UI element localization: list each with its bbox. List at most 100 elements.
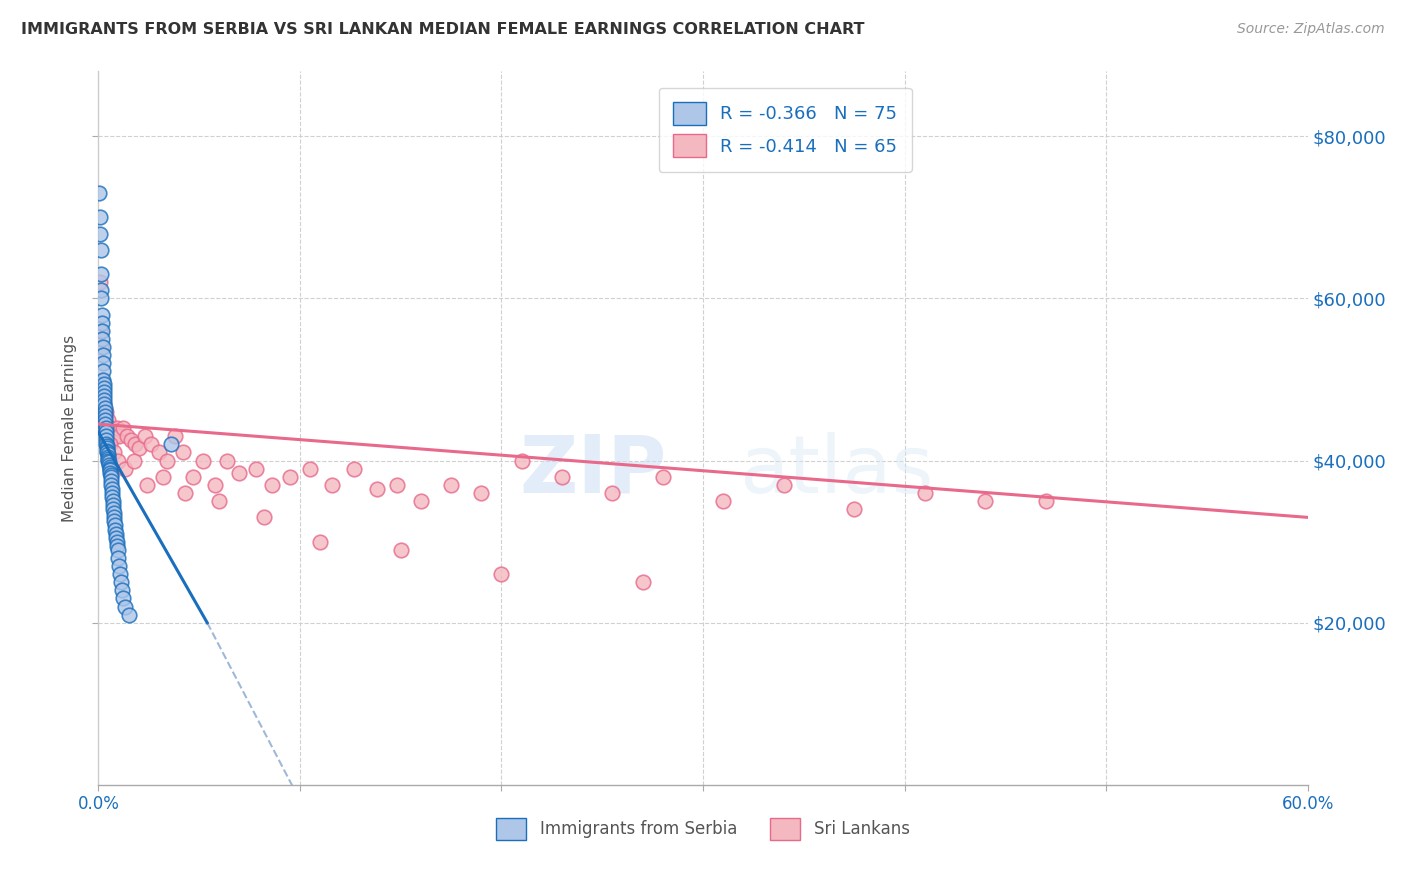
Point bbox=[631, 575, 654, 590]
Point bbox=[103, 515, 125, 529]
Point bbox=[163, 429, 186, 443]
Point bbox=[193, 453, 215, 467]
Point bbox=[551, 470, 574, 484]
Point bbox=[94, 429, 117, 443]
Point bbox=[111, 421, 134, 435]
Point bbox=[91, 372, 114, 386]
Point bbox=[104, 523, 127, 537]
Point bbox=[100, 482, 122, 496]
Point bbox=[98, 463, 121, 477]
Point bbox=[89, 227, 111, 241]
Point bbox=[90, 292, 112, 306]
Point bbox=[651, 470, 673, 484]
Point bbox=[114, 599, 136, 614]
Point bbox=[91, 348, 114, 362]
Point bbox=[844, 502, 866, 516]
Point bbox=[100, 421, 122, 435]
Point bbox=[98, 460, 121, 475]
Point bbox=[228, 466, 250, 480]
Legend: Immigrants from Serbia, Sri Lankans: Immigrants from Serbia, Sri Lankans bbox=[488, 810, 918, 848]
Point bbox=[204, 478, 226, 492]
Point bbox=[103, 445, 125, 459]
Point bbox=[385, 478, 408, 492]
Point bbox=[260, 478, 283, 492]
Point bbox=[366, 482, 388, 496]
Point bbox=[94, 405, 117, 419]
Point bbox=[90, 283, 112, 297]
Point bbox=[253, 510, 276, 524]
Point bbox=[96, 405, 118, 419]
Text: IMMIGRANTS FROM SERBIA VS SRI LANKAN MEDIAN FEMALE EARNINGS CORRELATION CHART: IMMIGRANTS FROM SERBIA VS SRI LANKAN MED… bbox=[21, 22, 865, 37]
Point bbox=[491, 567, 513, 582]
Point bbox=[91, 308, 114, 322]
Point bbox=[98, 458, 121, 472]
Point bbox=[135, 478, 157, 492]
Point bbox=[309, 534, 332, 549]
Point bbox=[108, 567, 131, 582]
Point bbox=[98, 466, 121, 480]
Point bbox=[139, 437, 162, 451]
Point bbox=[174, 486, 197, 500]
Point bbox=[105, 534, 128, 549]
Point bbox=[100, 470, 122, 484]
Point bbox=[89, 324, 111, 338]
Point bbox=[148, 445, 170, 459]
Point bbox=[156, 453, 179, 467]
Point bbox=[914, 486, 936, 500]
Point bbox=[93, 397, 115, 411]
Point bbox=[89, 275, 111, 289]
Point bbox=[278, 470, 301, 484]
Point bbox=[94, 421, 117, 435]
Point bbox=[96, 442, 118, 456]
Point bbox=[90, 340, 112, 354]
Point bbox=[105, 539, 128, 553]
Point bbox=[118, 607, 141, 622]
Point bbox=[343, 461, 366, 475]
Point bbox=[103, 510, 125, 524]
Point bbox=[96, 434, 118, 448]
Point bbox=[94, 409, 117, 423]
Point bbox=[93, 397, 115, 411]
Point bbox=[152, 470, 174, 484]
Point bbox=[172, 445, 194, 459]
Point bbox=[91, 324, 114, 338]
Point bbox=[89, 186, 111, 200]
Point bbox=[93, 364, 115, 378]
Point bbox=[299, 461, 322, 475]
Point bbox=[89, 211, 111, 225]
Point bbox=[96, 443, 118, 458]
Point bbox=[90, 243, 112, 257]
Point bbox=[93, 376, 115, 391]
Point bbox=[107, 453, 129, 467]
Point bbox=[97, 452, 120, 467]
Point bbox=[409, 494, 432, 508]
Point bbox=[107, 550, 129, 565]
Point bbox=[101, 494, 124, 508]
Point bbox=[122, 453, 145, 467]
Point bbox=[93, 392, 115, 407]
Point bbox=[181, 470, 204, 484]
Point bbox=[93, 389, 115, 403]
Point bbox=[160, 437, 183, 451]
Point bbox=[111, 591, 134, 606]
Point bbox=[107, 542, 129, 557]
Point bbox=[93, 381, 115, 395]
Point bbox=[114, 461, 136, 475]
Y-axis label: Median Female Earnings: Median Female Earnings bbox=[62, 334, 77, 522]
Point bbox=[96, 439, 118, 453]
Point bbox=[105, 531, 128, 545]
Point bbox=[389, 542, 412, 557]
Point bbox=[134, 429, 156, 443]
Point bbox=[103, 429, 125, 443]
Point bbox=[101, 502, 124, 516]
Point bbox=[602, 486, 624, 500]
Point bbox=[94, 421, 117, 435]
Point bbox=[110, 575, 132, 590]
Point bbox=[100, 478, 122, 492]
Point bbox=[115, 429, 138, 443]
Point bbox=[440, 478, 463, 492]
Point bbox=[107, 429, 129, 443]
Point bbox=[94, 425, 117, 440]
Point bbox=[97, 453, 120, 467]
Point bbox=[208, 494, 231, 508]
